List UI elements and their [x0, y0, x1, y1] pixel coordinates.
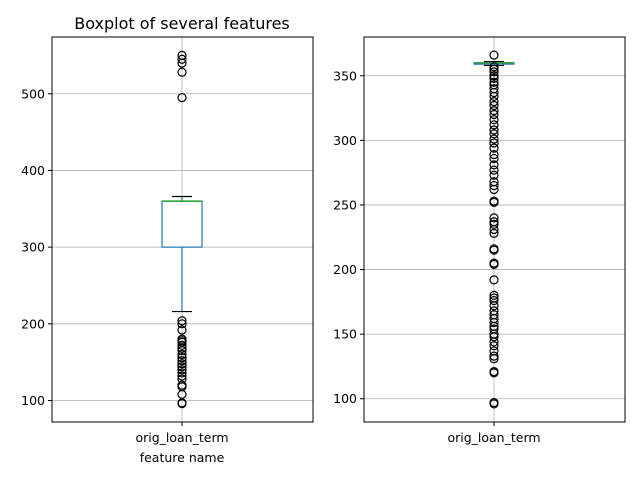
outlier-point: [177, 343, 187, 353]
chart-title: Boxplot of several features: [74, 14, 290, 33]
y-tick-label: 100: [333, 391, 357, 406]
y-tick-label: 150: [333, 327, 357, 342]
outlier-point: [177, 352, 187, 363]
outlier-point: [489, 160, 499, 170]
outlier-point: [489, 87, 499, 98]
outlier-point: [177, 346, 187, 356]
outlier-point: [177, 368, 187, 378]
outlier-point: [489, 290, 499, 300]
outlier-point: [489, 368, 499, 378]
outlier-point: [489, 109, 499, 120]
right-outliers: [489, 50, 499, 409]
y-tick-label: 350: [333, 68, 357, 83]
right-subplot: 100 150 200 250 300 350 orig_loan_term: [333, 36, 626, 445]
outlier-point: [489, 332, 499, 342]
outlier-point: [489, 165, 499, 175]
outlier-point: [489, 180, 499, 191]
outlier-point: [489, 62, 499, 72]
outlier-point: [489, 96, 499, 107]
outlier-point: [489, 228, 499, 238]
outlier-point: [489, 213, 499, 223]
x-axis-label: feature name: [140, 450, 225, 465]
outlier-point: [489, 219, 499, 229]
iqr-box: [161, 200, 203, 248]
outlier-point: [489, 354, 499, 364]
outlier-point: [177, 54, 187, 64]
outlier-point: [177, 398, 187, 409]
y-tick-label: 250: [333, 197, 357, 212]
outlier-point: [489, 64, 499, 74]
outlier-point: [489, 138, 499, 148]
y-tick-label: 200: [333, 262, 357, 277]
outlier-point: [489, 129, 499, 139]
outlier-point: [489, 170, 499, 180]
outlier-point: [489, 275, 499, 285]
outlier-point: [489, 317, 499, 328]
outlier-point: [489, 153, 499, 164]
outlier-point: [489, 125, 499, 135]
outlier-point: [489, 184, 499, 195]
outlier-point: [177, 58, 187, 68]
outlier-point: [489, 67, 499, 77]
outlier-point: [489, 106, 499, 116]
outlier-point: [489, 295, 499, 306]
outlier-point: [177, 371, 187, 381]
right-x-tick-label: orig_loan_term: [447, 430, 540, 445]
outlier-point: [489, 50, 499, 60]
outlier-point: [489, 134, 499, 144]
y-tick-label: 200: [21, 316, 45, 331]
outlier-point: [177, 325, 187, 335]
y-tick-label: 300: [21, 240, 45, 255]
outlier-point: [489, 245, 499, 255]
outlier-point: [489, 120, 499, 130]
outlier-point: [177, 316, 187, 326]
outlier-point: [489, 73, 499, 83]
outlier-point: [489, 149, 499, 160]
left-x-tick-label: orig_loan_term: [135, 430, 228, 445]
outlier-point: [177, 349, 187, 360]
outlier-point: [489, 71, 499, 81]
outlier-point: [489, 143, 499, 153]
outlier-point: [177, 92, 187, 103]
outlier-point: [177, 340, 187, 350]
outlier-point: [489, 301, 499, 311]
outlier-point: [177, 359, 187, 369]
outlier-point: [177, 362, 187, 372]
outlier-point: [489, 259, 499, 269]
outlier-point: [489, 351, 499, 361]
left-box: [161, 195, 203, 313]
outlier-point: [489, 115, 499, 125]
outlier-point: [489, 77, 499, 87]
outlier-point: [489, 341, 499, 351]
left-subplot: Boxplot of several features 100 200 300 400…: [21, 14, 314, 465]
outlier-point: [177, 67, 187, 77]
outlier-point: [177, 365, 187, 375]
y-tick-label: 100: [21, 393, 45, 408]
outlier-point: [489, 337, 499, 347]
outlier-point: [489, 197, 499, 207]
left-outliers: [177, 50, 187, 409]
outlier-point: [489, 91, 499, 102]
outlier-point: [489, 224, 499, 235]
left-y-ticks: 100 200 300 400 500: [21, 86, 52, 408]
right-y-ticks: 100 150 200 250 300 350: [333, 68, 364, 406]
y-tick-label: 300: [333, 133, 357, 148]
outlier-point: [177, 319, 187, 329]
outlier-point: [177, 356, 187, 366]
outlier-point: [489, 399, 499, 409]
y-tick-label: 500: [21, 86, 45, 101]
y-tick-label: 400: [21, 163, 45, 178]
outlier-point: [489, 100, 499, 111]
